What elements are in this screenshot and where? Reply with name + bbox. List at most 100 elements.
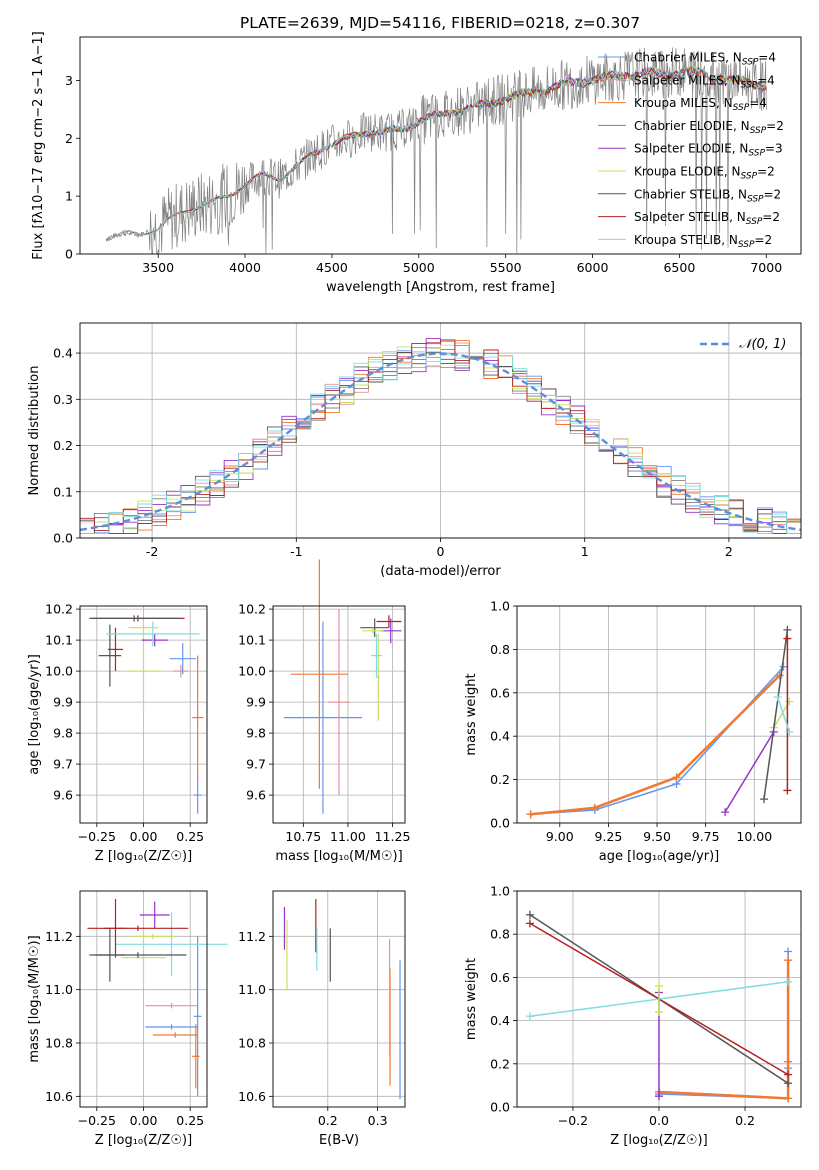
y-tick-label: 10.6 (238, 1089, 266, 1104)
legend-label: 𝒩(0, 1) (739, 337, 786, 352)
series-marker (773, 693, 782, 702)
y-tick-label: 1.0 (490, 884, 510, 899)
y-tick-label: 0.0 (53, 531, 73, 546)
x-tick-label: 7000 (750, 260, 782, 275)
series-line (530, 674, 781, 816)
series-marker (775, 671, 784, 680)
legend-label: Salpeter MILES, NSSP=4 (634, 73, 775, 90)
series-line (776, 696, 791, 733)
y-tick-label: 9.8 (53, 726, 73, 741)
series-line (658, 951, 789, 1100)
series-marker (784, 956, 793, 965)
y-tick-label: 9.7 (53, 757, 73, 772)
y-tick-label: 11.0 (45, 982, 73, 997)
axes-frame (79, 890, 208, 1108)
y-tick-label: 0.4 (490, 1013, 510, 1028)
y-tick-label: 0.4 (490, 729, 510, 744)
x-tick-label: 0.2 (735, 1113, 755, 1128)
series-marker (779, 662, 788, 671)
x-axis-label: wavelength [Angstrom, rest frame] (326, 280, 555, 295)
y-tick-label: 0.8 (490, 927, 510, 942)
y-tick-label: 9.6 (53, 788, 73, 803)
figure-title: PLATE=2639, MJD=54116, FIBERID=0218, z=0… (240, 14, 640, 32)
y-tick-label: 0.1 (53, 484, 73, 499)
legend-label: Salpeter ELODIE, NSSP=3 (634, 142, 783, 159)
series-marker (785, 697, 794, 706)
series-marker (760, 795, 769, 804)
model-line (106, 66, 767, 242)
y-tick-label: 10.8 (238, 1036, 266, 1051)
series-marker (525, 910, 534, 919)
series-marker (525, 1012, 534, 1021)
x-tick-label: 9.75 (692, 829, 720, 844)
x-tick-label: 9.50 (643, 829, 671, 844)
y-tick-label: 11.2 (45, 929, 73, 944)
series-marker (783, 786, 792, 795)
x-tick-label: 10.00 (736, 829, 772, 844)
plot-area-mass-vs-Z (87, 899, 228, 1097)
y-tick-label: 0.2 (490, 1056, 510, 1071)
panel-residuals: -2 -1 0 1 2 0.0 0.1 0.2 0.3 0.4 (data-model)/error… (27, 322, 802, 579)
legend-label: Chabrier MILES, NSSP=4 (634, 51, 776, 68)
ticks-residuals: -2 -1 0 1 2 0.0 0.1 0.2 0.3 0.4 (53, 346, 733, 559)
legend-label: Chabrier ELODIE, NSSP=2 (634, 119, 784, 136)
panel-age-vs-Z: −0.25 0.00 0.25 9.6 9.7 9.8 9.9 10.0 10.1 10.2 Z [… (27, 602, 208, 864)
y-tick-label: 10.6 (45, 1089, 73, 1104)
y-tick-label: 9.9 (53, 695, 73, 710)
x-tick-label: 3500 (142, 260, 174, 275)
grid-mass-vs-ebv (273, 891, 405, 1107)
x-axis-label: (data-model)/error (380, 564, 501, 579)
series-marker (785, 727, 794, 736)
series-marker (525, 919, 534, 928)
plot-area-residuals (79, 338, 802, 534)
ticks-weight-vs-age: 9.00 9.25 9.50 9.75 10.00 0.0 0.2 0.4 0.6 0.8 1.0 (490, 599, 772, 845)
x-tick-label: 4000 (229, 260, 261, 275)
series-line (763, 629, 789, 800)
x-tick-label: 10.75 (285, 829, 321, 844)
x-tick-label: 1 (581, 544, 589, 559)
y-tick-label: 0.3 (53, 392, 73, 407)
series-marker (590, 803, 599, 812)
y-tick-label: 10.2 (238, 602, 266, 617)
panel-mass-vs-Z: −0.25 0.00 0.25 10.6 10.8 11.0 11.2 Z [log₁₀(Z/… (27, 890, 228, 1148)
y-tick-label: 9.7 (246, 757, 266, 772)
x-axis-label: Z [log₁₀(Z/Z☉)] (95, 1133, 192, 1148)
y-tick-label: 0.0 (490, 816, 510, 831)
series-marker (784, 1070, 793, 1079)
axes-frame (272, 605, 406, 824)
series-marker (784, 1079, 793, 1088)
x-tick-label: 0.25 (176, 829, 204, 844)
plot-area-mass-vs-ebv (283, 899, 401, 1099)
panel-weight-vs-Z: −0.2 0.0 0.2 0.0 0.2 0.4 0.6 0.8 1.0 Z [log₁₀(Z/Z… (464, 884, 802, 1148)
x-tick-label: 4500 (316, 260, 348, 275)
y-axis-label: age [log₁₀(age/yr)] (27, 654, 42, 775)
plot-area-weight-vs-age (526, 625, 794, 819)
plot-area-spectrum (105, 47, 767, 255)
series-marker (672, 773, 681, 782)
y-tick-label: 2 (65, 131, 73, 146)
x-tick-label: 0.00 (130, 829, 158, 844)
legend-label: Kroupa STELIB, NSSP=2 (634, 233, 772, 250)
normal-curve (79, 352, 802, 532)
axes-frame (79, 36, 802, 255)
x-axis-label: Z [log₁₀(Z/Z☉)] (610, 1133, 707, 1148)
x-tick-label: 5500 (490, 260, 522, 275)
x-tick-label: 0.3 (368, 1113, 388, 1128)
x-axis-label: E(B-V) (319, 1133, 359, 1148)
x-tick-label: −0.25 (78, 829, 116, 844)
x-tick-label: 11.25 (375, 829, 411, 844)
x-tick-label: 6500 (663, 260, 695, 275)
x-tick-label: 6000 (577, 260, 609, 275)
x-tick-label: 5000 (403, 260, 435, 275)
axes-frame (516, 890, 802, 1108)
series-marker (526, 810, 535, 819)
y-tick-label: 0.2 (490, 772, 510, 787)
plot-area-age-vs-mass (283, 559, 402, 814)
series-marker (783, 634, 792, 643)
legend: Chabrier MILES, NSSP=4 Salpeter MILES, NS… (598, 51, 784, 250)
grid-mass-vs-Z (80, 891, 207, 1107)
series-marker (783, 625, 792, 634)
series-marker (655, 1007, 663, 1016)
y-tick-label: 0.4 (53, 346, 73, 361)
y-tick-label: 0.0 (490, 1100, 510, 1115)
